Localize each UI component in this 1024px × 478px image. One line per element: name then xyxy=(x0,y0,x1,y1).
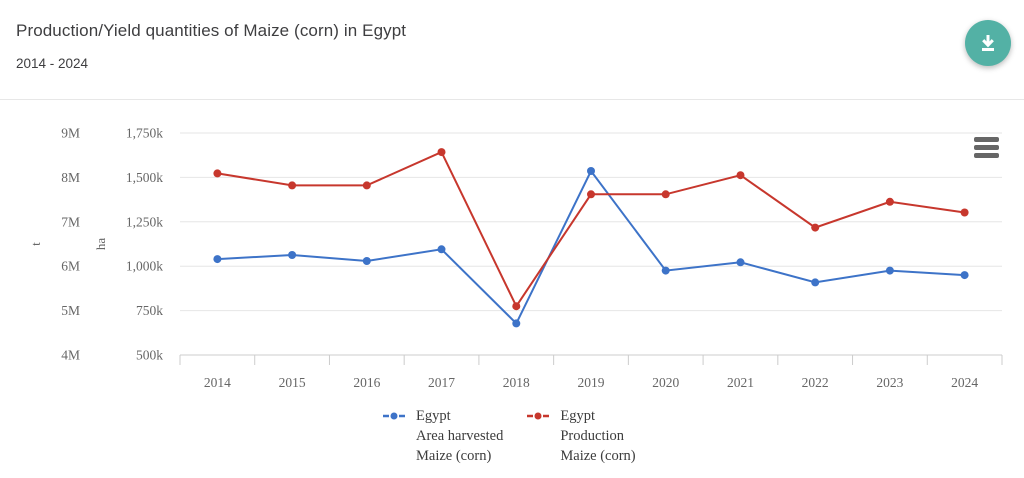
x-axis-year-label: 2022 xyxy=(802,375,829,390)
chart-legend: Egypt Area harvested Maize (corn) Egypt Prod… xyxy=(383,406,636,466)
data-point-production xyxy=(885,197,894,206)
t-axis-tick-label: 9M xyxy=(61,126,80,141)
data-point-area-harvested xyxy=(362,257,371,265)
ha-axis-tick-label: 750k xyxy=(136,303,163,318)
legend-label-line: Egypt xyxy=(560,408,595,424)
data-point-area-harvested xyxy=(213,255,222,264)
data-point-production xyxy=(736,171,745,180)
hamburger-menu-icon xyxy=(974,153,999,158)
data-point-production xyxy=(811,223,820,232)
legend-label-line: Maize (corn) xyxy=(416,448,492,464)
t-axis-tick-label: 4M xyxy=(61,348,80,363)
ha-axis-tick-label: 1,000k xyxy=(126,259,163,274)
x-axis-year-label: 2021 xyxy=(727,375,754,390)
ha-axis-tick-label: 1,500k xyxy=(126,170,163,185)
ha-axis-tick-label: 500k xyxy=(136,348,163,363)
hamburger-menu-icon xyxy=(974,145,999,150)
data-point-area-harvested xyxy=(960,271,969,280)
x-axis-year-label: 2014 xyxy=(204,375,231,390)
chart-context-menu-button[interactable] xyxy=(974,136,1001,159)
t-axis-tick-label: 6M xyxy=(61,259,80,274)
data-point-production xyxy=(362,181,371,190)
series-line-production xyxy=(217,150,965,309)
header-divider xyxy=(0,99,1024,100)
ha-axis-tick-label: 1,250k xyxy=(126,214,163,229)
data-point-area-harvested xyxy=(587,167,595,175)
download-icon xyxy=(982,35,994,51)
legend-marker-icon xyxy=(527,412,550,420)
download-button[interactable] xyxy=(965,20,1011,66)
legend-item-area-harvested[interactable]: Egypt Area harvested Maize (corn) xyxy=(383,406,503,466)
data-point-production xyxy=(960,208,969,217)
hamburger-menu-icon xyxy=(974,137,999,142)
date-range-subtitle: 2014 - 2024 xyxy=(16,56,89,71)
data-point-production xyxy=(587,190,595,199)
data-point-area-harvested xyxy=(736,258,745,267)
legend-item-production[interactable]: Egypt Production Maize (corn) xyxy=(527,406,636,466)
legend-marker-icon xyxy=(383,412,405,420)
data-point-production xyxy=(512,302,521,311)
data-point-area-harvested xyxy=(437,245,446,254)
chart: 4M 500k 5M 750k 6M 1,000k 7M 1,250k 8M 1,500k 9M 1,… xyxy=(0,100,1024,478)
x-axis-year-label: 2016 xyxy=(353,375,380,390)
x-axis-year-label: 2017 xyxy=(428,375,455,390)
x-axis-year-label: 2024 xyxy=(951,375,978,390)
x-axis-year-label: 2018 xyxy=(503,375,530,390)
data-point-area-harvested xyxy=(811,278,820,287)
t-axis-tick-label: 8M xyxy=(61,170,80,185)
ha-axis-tick-label: 1,750k xyxy=(126,126,163,141)
data-point-production xyxy=(288,181,297,190)
data-point-area-harvested xyxy=(288,251,297,259)
legend-label-line: Production xyxy=(560,428,624,444)
legend-label-line: Egypt xyxy=(416,408,451,424)
x-axis-year-label: 2020 xyxy=(652,375,679,390)
chart-canvas: 4M 500k 5M 750k 6M 1,000k 7M 1,250k 8M 1,500k 9M 1,… xyxy=(28,126,1003,390)
ha-axis-title: ha xyxy=(93,238,108,251)
t-axis-tick-label: 5M xyxy=(61,303,80,318)
data-point-production xyxy=(661,190,670,199)
data-point-production xyxy=(213,169,222,178)
t-axis-title: t xyxy=(28,242,43,246)
data-point-production xyxy=(437,148,446,157)
data-point-area-harvested xyxy=(512,319,521,328)
page-title: Production/Yield quantities of Maize (co… xyxy=(16,21,407,40)
data-point-area-harvested xyxy=(885,266,894,275)
legend-label-line: Area harvested xyxy=(416,428,504,444)
data-point-area-harvested xyxy=(661,266,670,275)
x-axis-year-label: 2023 xyxy=(876,375,903,390)
legend-label-line: Maize (corn) xyxy=(560,448,636,464)
t-axis-tick-label: 7M xyxy=(61,214,80,229)
x-axis-year-label: 2019 xyxy=(578,375,605,390)
x-axis-year-label: 2015 xyxy=(279,375,306,390)
